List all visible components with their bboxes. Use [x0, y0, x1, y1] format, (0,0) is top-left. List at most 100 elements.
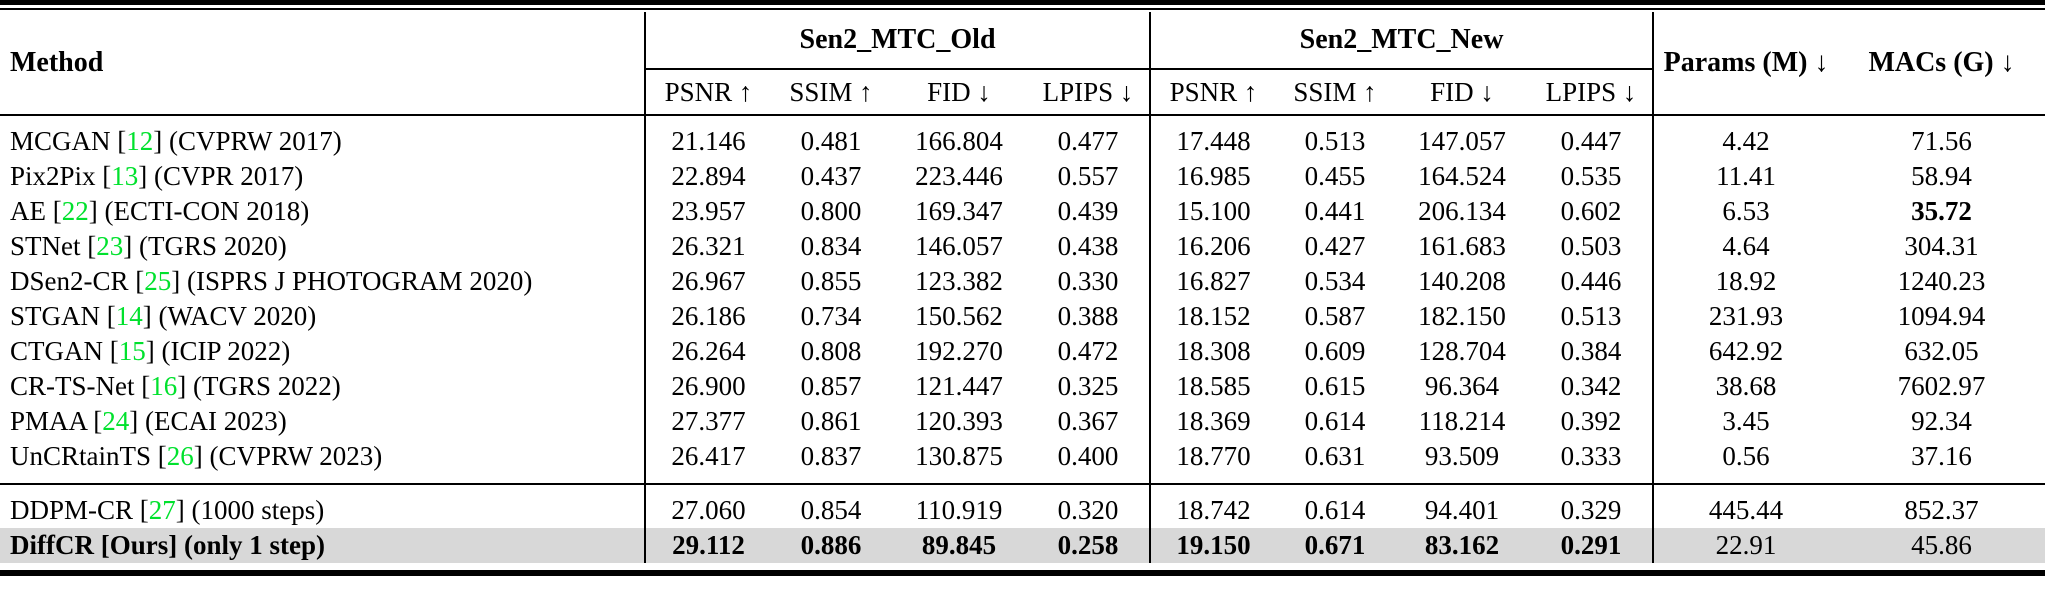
col-header-params: Params (M) ↓ [1652, 12, 1839, 116]
method-name: CTGAN [ [10, 336, 119, 366]
value-cell: 15.100 [1149, 194, 1277, 229]
value-cell: 147.057 [1418, 126, 1506, 156]
method-name: DSen2-CR [ [10, 266, 145, 296]
method-cell: AE [22] (ECTI-CON 2018) [0, 194, 645, 229]
value-cell: 146.057 [915, 231, 1003, 261]
method-venue: ] (ECTI-CON 2018) [88, 196, 310, 226]
value-cell: 0.455 [1304, 161, 1366, 191]
value-cell: 169.347 [915, 196, 1003, 226]
value-cell: 17.448 [1149, 115, 1277, 159]
value-cell: 45.86 [1911, 530, 1972, 560]
value-cell: 0.439 [1057, 196, 1119, 226]
value-cell: 1240.23 [1897, 266, 1986, 296]
value-cell: 0.400 [1057, 441, 1119, 471]
method-venue: ] (only 1 step) [168, 530, 325, 560]
value-cell: 0.557 [1057, 161, 1119, 191]
value-cell: 26.321 [644, 229, 771, 264]
value-cell: 96.364 [1424, 371, 1500, 401]
value-cell: 0.330 [1057, 266, 1119, 296]
value-cell: 852.37 [1838, 483, 2045, 528]
value-cell: 0.857 [800, 371, 862, 401]
table-header: Method Sen2_MTC_Old Sen2_MTC_New Params … [0, 12, 2045, 116]
value-cell: 92.34 [1911, 406, 1972, 436]
value-cell: 0.325 [1057, 371, 1119, 401]
value-cell: 26.900 [644, 369, 771, 404]
method-name: STNet [ [10, 231, 97, 261]
value-cell: 192.270 [915, 336, 1003, 366]
value-cell: 0.481 [800, 126, 862, 156]
results-table: Method Sen2_MTC_Old Sen2_MTC_New Params … [0, 12, 2045, 563]
method-name: DDPM-CR [ [10, 495, 149, 525]
value-cell: 26.186 [644, 299, 771, 334]
results-table-frame: Method Sen2_MTC_Old Sen2_MTC_New Params … [0, 8, 2045, 576]
value-cell: 0.437 [800, 161, 862, 191]
value-cell: 0.329 [1530, 483, 1654, 528]
method-cell: CTGAN [15] (ICIP 2022) [0, 334, 645, 369]
value-cell: 0.447 [1560, 126, 1622, 156]
value-cell: 0.534 [1304, 266, 1366, 296]
method-venue: ] (ISPRS J PHOTOGRAM 2020) [171, 266, 533, 296]
value-cell: 29.112 [644, 528, 771, 563]
value-cell: 0.320 [1027, 483, 1151, 528]
method-name: DiffCR [ [10, 530, 110, 560]
value-cell: 16.827 [1149, 264, 1277, 299]
table-row: DiffCR [Ours] (only 1 step) 29.112 0.886 89… [0, 528, 2045, 563]
citation-number: 27 [148, 495, 176, 525]
value-cell: 0.861 [800, 406, 862, 436]
citation-number: 23 [96, 231, 124, 261]
value-cell: 0.367 [1057, 406, 1119, 436]
value-cell: 161.683 [1418, 231, 1506, 261]
method-cell: STNet [23] (TGRS 2020) [0, 229, 645, 264]
header-metrics-row: PSNR ↑ SSIM ↑ FID ↓ LPIPS ↓ PSNR ↑ SSIM … [0, 69, 2045, 116]
value-cell: 0.800 [800, 196, 862, 226]
value-cell: 632.05 [1904, 336, 1979, 366]
col-header-method: Method [0, 12, 645, 116]
value-cell: 6.53 [1652, 194, 1839, 229]
value-cell: 0.441 [1304, 196, 1366, 226]
value-cell: 0.513 [1560, 301, 1622, 331]
method-cell: DiffCR [Ours] (only 1 step) [0, 528, 645, 563]
value-cell: 128.704 [1418, 336, 1506, 366]
citation-number: 12 [126, 126, 154, 156]
method-name: CR-TS-Net [ [10, 371, 151, 401]
value-cell: 121.447 [915, 371, 1003, 401]
method-venue: ] (TGRS 2022) [177, 371, 341, 401]
value-cell: 0.392 [1560, 406, 1622, 436]
value-cell: 0.427 [1304, 231, 1366, 261]
citation-number: 15 [118, 336, 146, 366]
method-name: UnCRtainTS [ [10, 441, 167, 471]
col-header-old-lpips: LPIPS ↓ [1027, 69, 1151, 116]
value-cell: 0.333 [1560, 441, 1622, 471]
citation-number: 24 [102, 406, 130, 436]
value-cell: 0.602 [1560, 196, 1622, 226]
value-cell: 19.150 [1149, 528, 1277, 563]
value-cell: 16.985 [1149, 159, 1277, 194]
value-cell: 642.92 [1652, 334, 1839, 369]
value-cell: 0.291 [1560, 530, 1622, 560]
value-cell: 120.393 [915, 406, 1003, 436]
value-cell: 18.770 [1149, 439, 1277, 484]
value-cell: 83.162 [1424, 530, 1500, 560]
value-cell: 37.16 [1911, 441, 1972, 471]
value-cell: 58.94 [1911, 161, 1972, 191]
value-cell: 150.562 [915, 301, 1003, 331]
table-row: MCGAN [12] (CVPRW 2017) 21.146 0.481 166.80… [0, 115, 2045, 159]
value-cell: 0.808 [800, 336, 862, 366]
citation-number: 25 [144, 266, 172, 296]
value-cell: 0.609 [1304, 336, 1366, 366]
value-cell: 0.855 [800, 266, 862, 296]
method-name: AE [ [10, 196, 62, 226]
value-cell: 0.388 [1057, 301, 1119, 331]
col-header-new-psnr: PSNR ↑ [1149, 69, 1277, 116]
table-row: UnCRtainTS [26] (CVPRW 2023) 26.417 0.837 1… [0, 439, 2045, 484]
value-cell: 7602.97 [1897, 371, 1986, 401]
method-cell: Pix2Pix [13] (CVPR 2017) [0, 159, 645, 194]
value-cell: 18.308 [1149, 334, 1277, 369]
value-cell: 18.742 [1149, 483, 1277, 528]
table-row: AE [22] (ECTI-CON 2018) 23.957 0.800 169.34… [0, 194, 2045, 229]
value-cell: 182.150 [1418, 301, 1506, 331]
value-cell: 206.134 [1418, 196, 1506, 226]
value-cell: 0.614 [1304, 406, 1366, 436]
table-row: PMAA [24] (ECAI 2023) 27.377 0.861 120.393 0… [0, 404, 2045, 439]
value-cell: 0.472 [1057, 336, 1119, 366]
